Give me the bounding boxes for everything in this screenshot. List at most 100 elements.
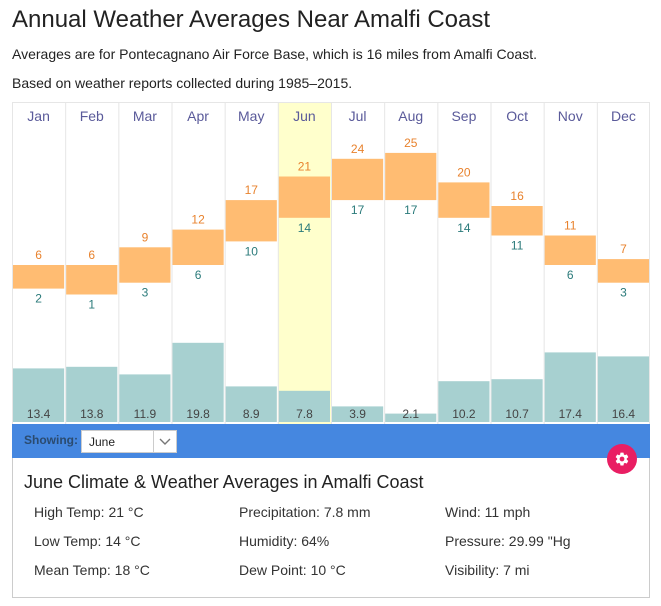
low-temp-label: 14 <box>298 221 312 235</box>
low-temp-label: 10 <box>245 244 259 258</box>
precip-label: 13.8 <box>80 407 104 421</box>
month-label: Apr <box>187 108 209 124</box>
precip-label: 7.8 <box>296 407 313 421</box>
month-toolbar: Showing: June <box>12 424 650 458</box>
high-temp-label: 12 <box>191 213 205 227</box>
precip-bar <box>385 413 437 422</box>
temp-range-bar <box>385 152 437 201</box>
high-temp-label: 25 <box>404 136 418 150</box>
high-temp-label: 11 <box>564 219 577 233</box>
high-temp-label: 21 <box>298 160 312 174</box>
precip-bar <box>66 366 118 422</box>
high-temp-label: 6 <box>35 248 42 262</box>
precip-label: 16.4 <box>612 407 636 421</box>
high-temp-label: 16 <box>510 189 524 203</box>
high-temp-label: 24 <box>351 142 365 156</box>
precip-label: 10.2 <box>452 407 476 421</box>
month-label: Nov <box>558 108 583 124</box>
stat-item: Low Temp: 14 °C <box>34 533 141 549</box>
precip-bar <box>597 356 649 422</box>
month-label: Mar <box>133 108 157 124</box>
low-temp-label: 6 <box>195 268 202 282</box>
month-label: Sep <box>451 108 476 124</box>
month-label: Oct <box>506 108 528 124</box>
precip-label: 13.4 <box>27 407 51 421</box>
precip-bar <box>438 381 490 422</box>
precip-label: 17.4 <box>559 407 583 421</box>
station-note: Averages are for Pontecagnano Air Force … <box>12 46 537 62</box>
weather-chart: Jan 6 2 13.4 Feb 6 1 13.8 Mar 9 3 11.9 Apr 12 6 19.8 May… <box>12 102 650 424</box>
month-label: Dec <box>611 108 636 124</box>
precip-label: 2.1 <box>402 407 419 421</box>
month-label: May <box>238 108 264 124</box>
month-label: Jul <box>349 108 367 124</box>
stat-item: Precipitation: 7.8 mm <box>239 504 371 520</box>
temp-range-bar <box>544 235 596 265</box>
temp-range-bar <box>332 158 384 201</box>
date-range-note: Based on weather reports collected durin… <box>12 75 353 91</box>
temp-range-bar <box>119 247 171 283</box>
stat-item: Wind: 11 mph <box>445 504 531 520</box>
month-column-sep[interactable] <box>437 102 490 424</box>
month-label: Feb <box>80 108 104 124</box>
precip-bar <box>544 352 596 422</box>
precip-bar <box>119 374 171 422</box>
low-temp-label: 3 <box>142 286 149 300</box>
month-label: Aug <box>398 108 423 124</box>
low-temp-label: 1 <box>88 298 95 312</box>
month-column-jun[interactable] <box>278 102 331 424</box>
low-temp-label: 6 <box>567 268 574 282</box>
stat-item: Visibility: 7 mi <box>445 562 530 578</box>
low-temp-label: 11 <box>511 239 524 253</box>
selected-month-highlight <box>277 102 331 424</box>
gear-icon <box>615 452 629 466</box>
chart-svg: Jan 6 2 13.4 Feb 6 1 13.8 Mar 9 3 11.9 Apr 12 6 19.8 May… <box>12 102 650 424</box>
stat-item: Humidity: 64% <box>239 533 330 549</box>
month-details-panel: June Climate & Weather Averages in Amalf… <box>12 458 650 598</box>
precip-label: 11.9 <box>134 407 157 421</box>
settings-button[interactable] <box>607 444 637 474</box>
precip-label: 3.9 <box>349 407 366 421</box>
temp-range-bar <box>491 206 543 236</box>
high-temp-label: 7 <box>620 242 627 256</box>
stat-item: Dew Point: 10 °C <box>239 562 346 578</box>
stat-item: Pressure: 29.99 "Hg <box>445 533 571 549</box>
page-title: Annual Weather Averages Near Amalfi Coas… <box>12 6 491 33</box>
details-title: June Climate & Weather Averages in Amalf… <box>24 472 424 492</box>
high-temp-label: 9 <box>142 230 149 244</box>
temp-range-bar <box>66 265 118 295</box>
high-temp-label: 20 <box>457 165 471 179</box>
temp-range-bar <box>13 265 65 289</box>
temp-range-bar <box>172 229 224 265</box>
low-temp-label: 17 <box>404 203 418 217</box>
temp-range-bar <box>225 200 277 242</box>
low-temp-label: 17 <box>351 203 365 217</box>
high-temp-label: 17 <box>245 183 259 197</box>
temp-range-bar <box>597 259 649 283</box>
low-temp-label: 2 <box>35 292 42 306</box>
month-column-may[interactable] <box>225 102 278 424</box>
precip-bar <box>332 406 384 422</box>
month-label: Jun <box>293 108 316 124</box>
month-select-value: June <box>89 435 116 449</box>
temp-range-bar <box>278 176 330 218</box>
month-select[interactable]: June <box>81 430 177 453</box>
precip-label: 8.9 <box>243 407 260 421</box>
precip-label: 10.7 <box>505 407 529 421</box>
precip-bar <box>225 386 277 422</box>
precip-bar <box>172 342 224 422</box>
precip-bar <box>278 390 330 422</box>
low-temp-label: 3 <box>620 286 627 300</box>
low-temp-label: 14 <box>457 221 471 235</box>
month-label: Jan <box>27 108 50 124</box>
chevron-down-icon[interactable] <box>153 431 176 452</box>
month-column-aug[interactable] <box>384 102 437 424</box>
stat-item: Mean Temp: 18 °C <box>34 562 150 578</box>
precip-label: 19.8 <box>186 407 210 421</box>
showing-label: Showing: <box>24 433 78 447</box>
high-temp-label: 6 <box>88 248 95 262</box>
month-column-oct[interactable] <box>491 102 544 424</box>
temp-range-bar <box>438 182 490 218</box>
stat-item: High Temp: 21 °C <box>34 504 144 520</box>
precip-bar <box>491 379 543 422</box>
